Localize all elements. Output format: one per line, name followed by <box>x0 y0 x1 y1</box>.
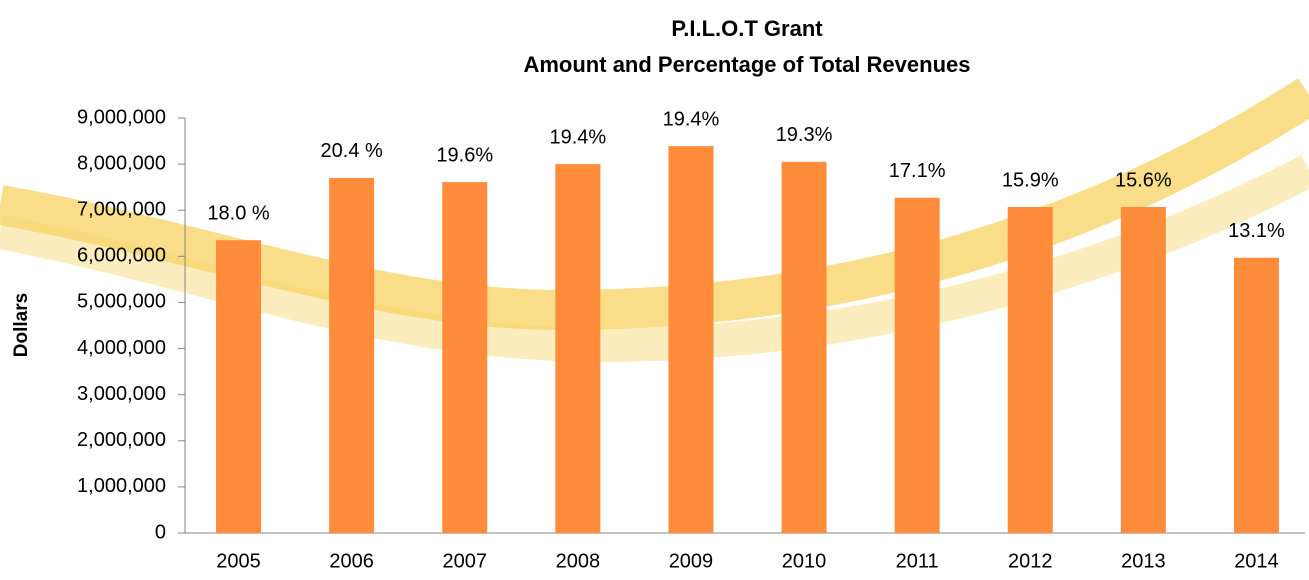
x-tick-label: 2011 <box>896 550 939 572</box>
x-tick-label: 2007 <box>443 550 488 572</box>
y-axis-title: Dollars <box>11 293 32 357</box>
percent-label: 18.0 % <box>207 202 269 224</box>
percent-label: 19.4% <box>549 126 606 148</box>
y-tick-label: 6,000,000 <box>77 245 166 267</box>
chart: P.I.L.O.T Grant Amount and Percentage of… <box>0 0 1309 580</box>
chart-title: P.I.L.O.T Grant <box>671 16 823 41</box>
percent-label: 19.6% <box>436 144 493 166</box>
x-tick-label: 2008 <box>556 550 601 572</box>
percent-label: 20.4 % <box>321 140 383 162</box>
x-tick-label: 2013 <box>1121 550 1166 572</box>
percent-label: 15.9% <box>1002 169 1059 191</box>
bar <box>1121 207 1166 533</box>
x-tick-label: 2009 <box>669 550 714 572</box>
y-tick-label: 7,000,000 <box>77 199 166 221</box>
bar <box>1234 258 1279 533</box>
percent-label: 13.1% <box>1228 220 1285 242</box>
bar <box>442 182 487 533</box>
y-tick-label: 8,000,000 <box>77 152 166 174</box>
bar <box>555 164 600 533</box>
percent-label: 15.6% <box>1115 169 1172 191</box>
bar <box>895 198 940 533</box>
bar <box>668 146 713 533</box>
y-tick-label: 5,000,000 <box>77 291 166 313</box>
x-tick-label: 2006 <box>329 550 374 572</box>
y-tick-label: 3,000,000 <box>77 383 166 405</box>
chart-subtitle: Amount and Percentage of Total Revenues <box>523 52 970 77</box>
percent-label: 19.4% <box>663 108 720 130</box>
bar <box>1008 207 1053 533</box>
x-tick-label: 2010 <box>782 550 827 572</box>
y-tick-label: 2,000,000 <box>77 429 166 451</box>
x-tick-label: 2005 <box>216 550 261 572</box>
y-tick-label: 4,000,000 <box>77 337 166 359</box>
page: {"chart_data": {"type": "bar", "title": … <box>0 0 1309 580</box>
x-tick-label: 2014 <box>1234 550 1279 572</box>
percent-label: 19.3% <box>776 124 833 146</box>
y-tick-label: 0 <box>155 521 166 543</box>
x-tick-label: 2012 <box>1008 550 1053 572</box>
bar <box>329 178 374 533</box>
bar <box>216 240 261 533</box>
y-tick-label: 9,000,000 <box>77 106 166 128</box>
y-tick-label: 1,000,000 <box>77 475 166 497</box>
percent-label: 17.1% <box>889 160 946 182</box>
decorative-swoosh <box>0 95 1309 345</box>
bar <box>782 162 827 533</box>
